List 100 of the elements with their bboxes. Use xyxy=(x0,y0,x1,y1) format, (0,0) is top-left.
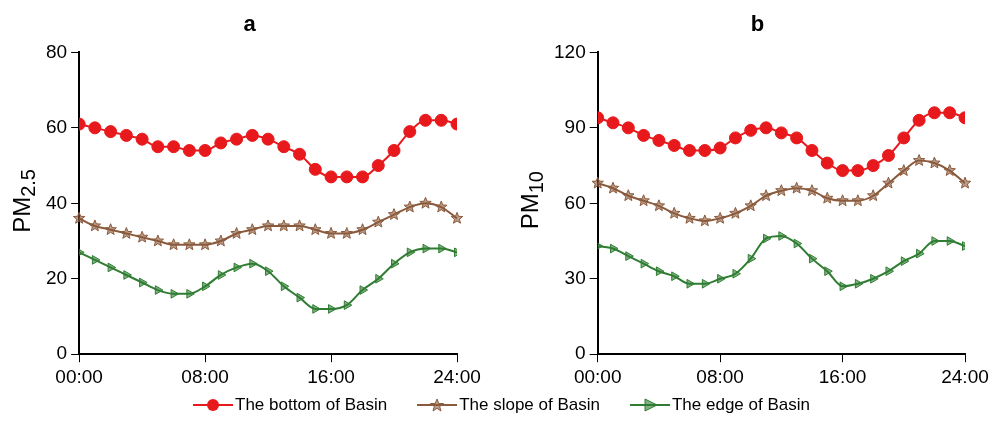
point xyxy=(637,128,651,142)
point xyxy=(900,256,910,266)
point xyxy=(897,131,911,145)
point xyxy=(744,123,758,137)
point xyxy=(698,214,712,227)
point xyxy=(637,194,650,207)
point xyxy=(186,289,195,299)
point xyxy=(340,226,353,239)
point xyxy=(621,121,635,135)
point xyxy=(88,219,102,232)
point xyxy=(312,304,321,314)
point xyxy=(135,132,149,146)
point xyxy=(324,170,338,184)
x-tick-label: 16:00 xyxy=(307,365,355,387)
x-tick-label: 00:00 xyxy=(573,365,622,387)
point xyxy=(233,262,243,273)
point xyxy=(759,189,773,202)
point xyxy=(151,140,165,154)
point xyxy=(359,285,369,295)
y-tick-label: 80 xyxy=(45,40,68,62)
point xyxy=(104,125,118,139)
point xyxy=(277,140,291,154)
point xyxy=(824,266,833,277)
point xyxy=(406,247,416,258)
point xyxy=(356,223,369,236)
point xyxy=(881,149,895,163)
point xyxy=(387,143,401,157)
x-tick-label: 16:00 xyxy=(818,365,867,387)
point xyxy=(606,181,620,194)
point xyxy=(170,289,180,299)
point xyxy=(419,113,433,127)
point xyxy=(214,234,228,247)
point xyxy=(139,277,148,288)
x-tick-label: 24:00 xyxy=(941,365,989,387)
point xyxy=(123,270,132,280)
point xyxy=(713,141,727,155)
point xyxy=(198,143,212,157)
point xyxy=(774,126,788,140)
point xyxy=(820,156,834,170)
point xyxy=(198,238,212,251)
point xyxy=(387,208,401,220)
y-tick-label: 60 xyxy=(45,116,68,138)
point xyxy=(821,191,834,204)
point xyxy=(882,176,895,189)
point xyxy=(640,258,650,269)
point xyxy=(167,238,180,251)
point xyxy=(897,164,910,176)
y-tick-label: 120 xyxy=(554,40,586,62)
point xyxy=(309,223,322,236)
chart-title: a xyxy=(243,11,257,37)
point xyxy=(403,200,416,213)
point xyxy=(230,132,244,146)
point xyxy=(652,133,666,147)
point xyxy=(120,226,133,239)
point xyxy=(793,238,803,249)
point xyxy=(732,268,741,279)
point xyxy=(625,251,634,261)
point xyxy=(202,281,211,292)
y-tick-label: 0 xyxy=(575,342,586,364)
point xyxy=(246,223,259,236)
point xyxy=(245,128,259,142)
point xyxy=(606,116,620,130)
point xyxy=(217,270,227,280)
point xyxy=(419,196,432,209)
point xyxy=(958,176,972,189)
point xyxy=(591,176,604,189)
point xyxy=(372,215,385,228)
point xyxy=(698,143,712,157)
point xyxy=(683,211,696,224)
point xyxy=(717,273,726,284)
point xyxy=(701,278,711,289)
point xyxy=(450,211,464,224)
point xyxy=(808,253,818,264)
legend-label: The bottom of Basin xyxy=(235,395,388,415)
point xyxy=(214,136,228,150)
point xyxy=(422,243,432,254)
point xyxy=(866,189,880,202)
point xyxy=(183,238,196,251)
point xyxy=(182,143,196,157)
point xyxy=(655,266,665,277)
point xyxy=(668,206,681,219)
point xyxy=(912,113,926,127)
point xyxy=(293,147,307,161)
chart-title: b xyxy=(750,11,765,37)
y-tick-label: 40 xyxy=(45,191,68,213)
point xyxy=(135,230,149,243)
point xyxy=(671,271,680,282)
y-tick-label: 60 xyxy=(564,191,586,213)
x-tick-label: 00:00 xyxy=(55,365,103,387)
point xyxy=(435,200,448,213)
point xyxy=(91,255,101,265)
point xyxy=(371,159,385,173)
point xyxy=(946,236,956,246)
point xyxy=(265,266,274,277)
point xyxy=(943,164,956,176)
point xyxy=(866,159,880,173)
point xyxy=(296,292,306,303)
point xyxy=(836,194,849,207)
point xyxy=(912,154,926,166)
point xyxy=(403,125,417,139)
